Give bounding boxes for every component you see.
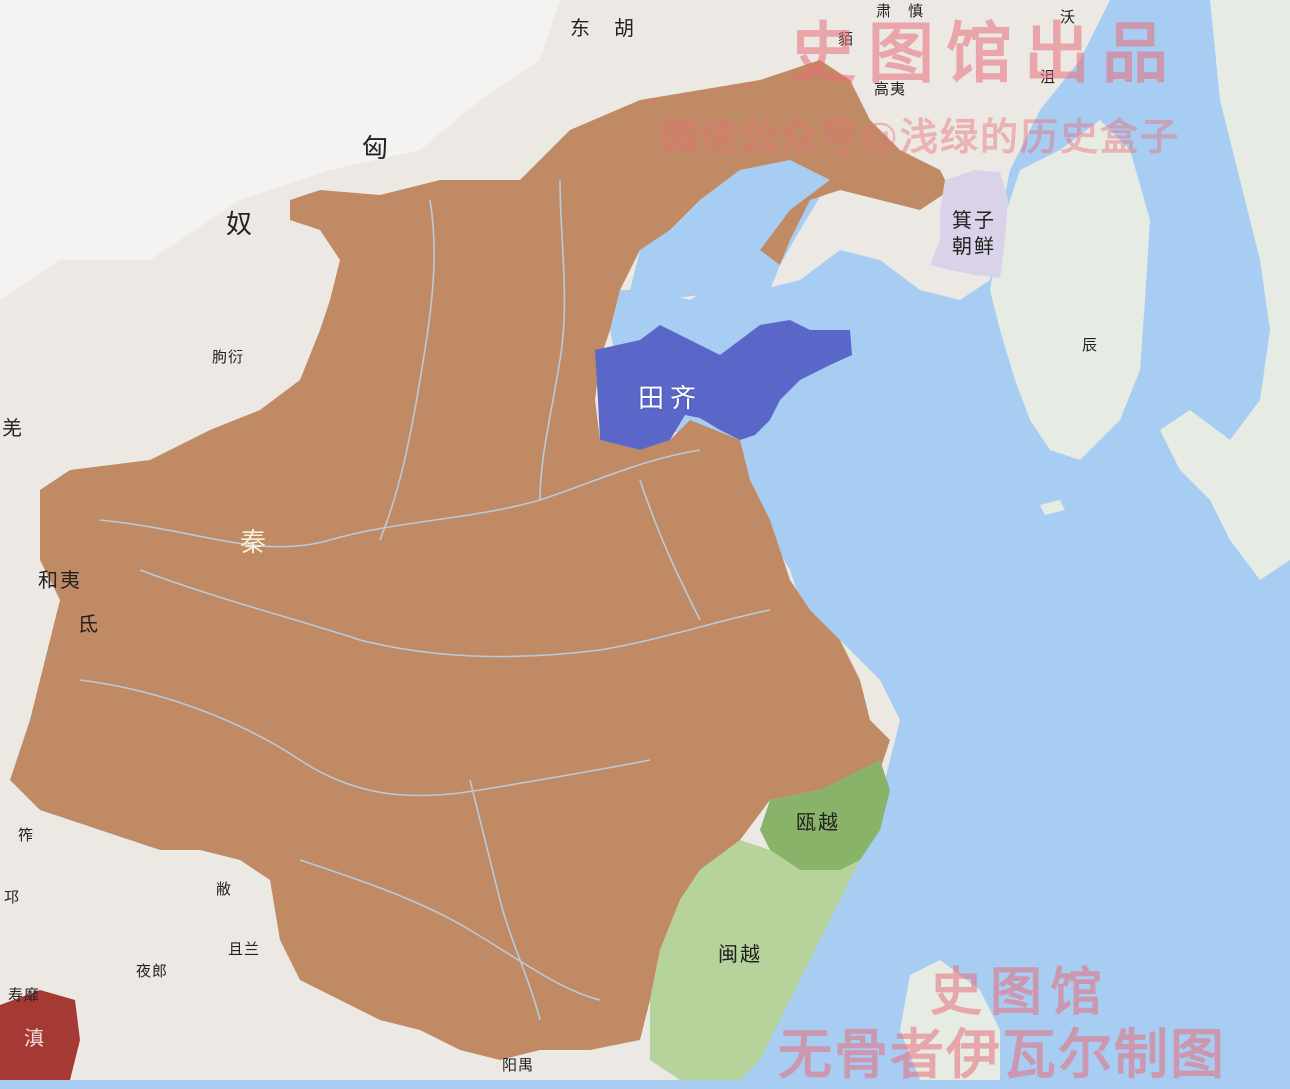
ouyue-territory bbox=[760, 760, 890, 870]
korean-peninsula bbox=[990, 120, 1150, 460]
minyue-territory bbox=[650, 840, 860, 1080]
dian-territory bbox=[0, 990, 80, 1080]
japan bbox=[1160, 0, 1290, 580]
taiwan bbox=[900, 960, 1000, 1080]
rivers bbox=[79, 179, 771, 1021]
qin-territory bbox=[10, 60, 950, 1060]
jeju bbox=[1040, 500, 1065, 515]
qi-territory bbox=[595, 320, 852, 450]
snow-north bbox=[0, 0, 560, 300]
jizi-joseon-territory bbox=[930, 170, 1008, 278]
